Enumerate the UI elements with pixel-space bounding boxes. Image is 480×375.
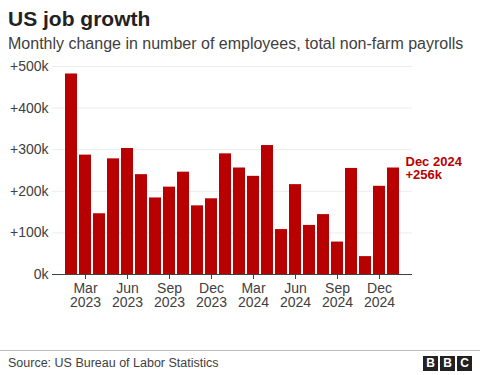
svg-text:Jun2023: Jun2023 (112, 280, 143, 310)
svg-text:+200k: +200k (10, 183, 50, 199)
svg-text:Dec2023: Dec2023 (196, 280, 227, 310)
svg-text:+300k: +300k (10, 141, 50, 157)
svg-text:0k: 0k (34, 266, 50, 282)
html-text:B: B (443, 355, 452, 370)
svg-text:Mar2023: Mar2023 (70, 280, 101, 310)
svg-text:Dec 2024+256k: Dec 2024+256k (406, 154, 463, 182)
svg-text:Mar2024: Mar2024 (238, 280, 269, 310)
html-text:US job growth: US job growth (8, 7, 151, 30)
svg-text:Dec2024: Dec2024 (364, 280, 395, 310)
svg-text:+500k: +500k (10, 58, 50, 74)
svg-text:+100k: +100k (10, 224, 50, 240)
html-text:Monthly change in number of em: Monthly change in number of employees, t… (8, 35, 464, 52)
html-text:Source: US Bureau of Labor Sta: Source: US Bureau of Labor Statistics (8, 356, 219, 370)
html-text:C: C (460, 355, 469, 370)
svg-text:+400k: +400k (10, 100, 50, 116)
svg-text:Jun2024: Jun2024 (280, 280, 311, 310)
svg-text:Sep2024: Sep2024 (322, 280, 353, 310)
svg-text:Sep2023: Sep2023 (154, 280, 185, 310)
html-text:B: B (426, 355, 435, 370)
